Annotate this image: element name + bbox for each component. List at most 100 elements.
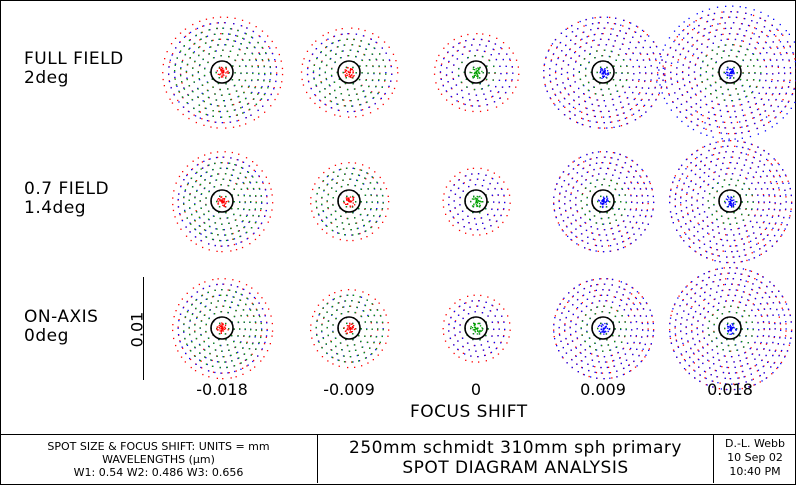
spot-ray-dot: [670, 77, 672, 79]
spot-ray-dot: [324, 96, 326, 99]
spot-ray-dot: [757, 108, 760, 110]
spot-ray-dot: [318, 177, 320, 179]
spot-ray-dot: [392, 53, 395, 55]
spot-ray-dot: [194, 219, 196, 222]
spot-ray-dot: [607, 167, 609, 169]
spot-ray-dot: [719, 238, 722, 240]
spot-ray-dot: [343, 200, 345, 203]
spot-ray-dot: [707, 117, 709, 119]
spot-ray-dot: [345, 197, 347, 199]
spot-ray-dot: [228, 185, 230, 187]
spot-ray-dot: [186, 174, 188, 177]
spot-ray-dot: [324, 71, 326, 73]
spot-ray-dot: [342, 228, 345, 230]
spot-ray-dot: [594, 215, 596, 217]
spot-ray-dot: [210, 152, 212, 154]
spot-ray-dot: [225, 67, 227, 70]
spot-ray-dot: [678, 43, 680, 46]
spot-ray-dot: [781, 86, 783, 88]
spot-ray-dot: [209, 23, 211, 25]
spot-ray-dot: [608, 217, 610, 219]
spot-ray-dot: [348, 71, 350, 74]
spot-ray-dot: [633, 233, 635, 235]
spot-ray-dot: [200, 207, 202, 209]
spot-ray-dot: [467, 168, 469, 170]
spot-ray-dot: [174, 76, 176, 79]
spot-ray-dot: [575, 181, 578, 183]
spot-ray-dot: [617, 158, 619, 161]
spot-ray-dot: [589, 53, 591, 55]
spot-ray-dot: [222, 49, 224, 51]
spot-ray-dot: [222, 204, 224, 206]
spot-ray-dot: [691, 114, 693, 116]
spot-ray-dot: [742, 84, 744, 87]
spot-ray-dot: [348, 199, 350, 201]
spot-ray-dot: [623, 220, 625, 222]
spot-ray-dot: [671, 83, 673, 85]
spot-ray-dot: [338, 169, 341, 171]
spot-ray-dot: [325, 216, 327, 218]
spot-ray-dot: [393, 87, 396, 90]
spot-ray-dot: [612, 174, 614, 176]
spot-ray-dot: [468, 222, 470, 224]
spot-ray-dot: [554, 93, 556, 95]
spot-ray-dot: [348, 72, 351, 74]
spot-ray-dot: [170, 43, 173, 45]
spot-ray-dot: [462, 218, 464, 221]
spot-ray-dot: [775, 35, 777, 37]
spot-ray-dot: [200, 38, 202, 40]
spot-ray-dot: [188, 117, 190, 120]
spot-ray-dot: [595, 222, 597, 224]
spot-ray-dot: [190, 223, 192, 225]
spot-ray-dot: [699, 106, 702, 108]
spot-ray-dot: [625, 32, 627, 34]
spot-ray-dot: [694, 93, 697, 95]
spot-ray-dot: [604, 70, 606, 72]
spot-ray-dot: [345, 203, 347, 205]
spot-ray-dot: [785, 93, 787, 95]
spot-ray-dot: [321, 228, 323, 231]
spot-ray-dot: [584, 221, 586, 224]
spot-ray-dot: [683, 37, 685, 39]
spot-ray-dot: [786, 41, 789, 43]
spot-ray-dot: [208, 191, 210, 193]
spot-ray-dot: [347, 197, 349, 199]
spot-ray-dot: [319, 91, 321, 93]
spot-ray-dot: [554, 188, 556, 190]
spot-ray-dot: [227, 200, 229, 202]
spot-ray-dot: [602, 116, 605, 118]
spot-ray-dot: [179, 214, 181, 216]
spot-ray-dot: [372, 97, 374, 99]
spot-ray-dot: [575, 228, 577, 230]
spot-ray-dot: [609, 222, 611, 224]
spot-ray-dot: [453, 217, 455, 219]
spot-ray-dot: [480, 201, 482, 203]
spot-ray-dot: [239, 235, 241, 238]
spot-ray-dot: [725, 105, 727, 107]
spot-ray-dot: [182, 113, 184, 116]
spot-ray-dot: [597, 199, 600, 201]
spot-ray-dot: [447, 81, 449, 83]
spot-ray-dot: [643, 182, 645, 185]
spot-ray-dot: [197, 157, 199, 159]
spot-ray-dot: [606, 212, 608, 214]
spot-ray-dot: [497, 194, 499, 196]
spot-ray-dot: [221, 75, 223, 77]
spot-ray-dot: [229, 116, 231, 118]
spot-ray-dot: [572, 161, 574, 163]
spot-ray-dot: [583, 31, 585, 33]
spot-ray-dot: [219, 239, 221, 242]
spot-ray-dot: [732, 105, 734, 107]
spot-ray-dot: [599, 72, 601, 74]
row-field-name: ON-AXIS: [24, 307, 99, 327]
spot-ray-dot: [204, 222, 206, 224]
spot-ray-dot: [572, 186, 575, 188]
spot-ray-dot: [203, 49, 205, 52]
spot-ray-dot: [628, 48, 630, 50]
spot-ray-dot: [351, 206, 354, 208]
spot-ray-dot: [310, 203, 312, 205]
spot-ray-dot: [620, 125, 623, 127]
spot-ray-dot: [744, 90, 746, 92]
spot-ray-dot: [763, 124, 765, 126]
spot-ray-dot: [779, 93, 781, 95]
